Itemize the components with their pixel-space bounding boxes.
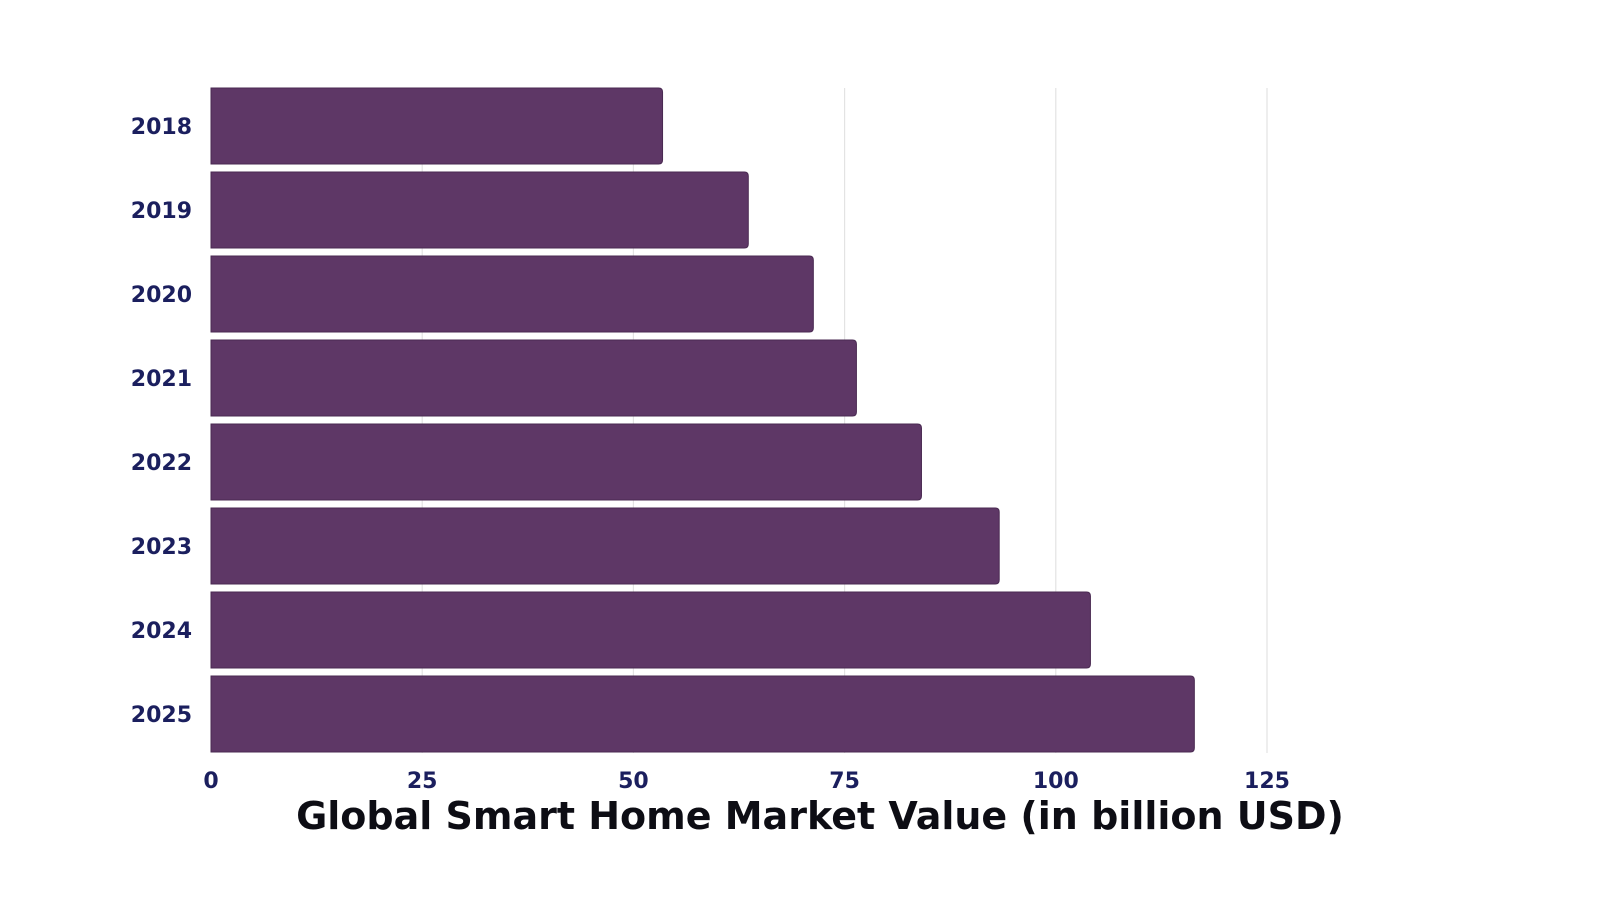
bar-2022 — [210, 423, 922, 501]
y-tick-label: 2025 — [131, 703, 192, 728]
x-tick-label: 125 — [1244, 769, 1290, 794]
bar-2019 — [210, 171, 749, 249]
x-tick-label: 0 — [203, 769, 218, 794]
bar-2023 — [210, 507, 1000, 585]
x-tick-labels: 0 25 50 75 100 125 — [203, 769, 1290, 794]
y-tick-label: 2018 — [131, 115, 192, 140]
x-tick-label: 50 — [618, 769, 649, 794]
x-tick-label: 100 — [1033, 769, 1079, 794]
bar-2025 — [210, 675, 1195, 753]
bars — [210, 87, 1195, 753]
chart-title: Global Smart Home Market Value (in billi… — [296, 794, 1344, 838]
y-tick-label: 2023 — [131, 535, 192, 560]
bar-2024 — [210, 591, 1091, 669]
y-tick-label: 2022 — [131, 451, 192, 476]
y-tick-label: 2020 — [131, 283, 192, 308]
y-tick-label: 2019 — [131, 199, 192, 224]
bar-2020 — [210, 255, 814, 333]
bar-2021 — [210, 339, 857, 417]
x-tick-label: 75 — [829, 769, 860, 794]
y-tick-labels: 2018 2019 2020 2021 2022 2023 2024 2025 — [131, 115, 192, 728]
bar-2018 — [210, 87, 664, 165]
y-tick-label: 2024 — [131, 619, 192, 644]
y-tick-label: 2021 — [131, 367, 192, 392]
x-tick-label: 25 — [407, 769, 438, 794]
